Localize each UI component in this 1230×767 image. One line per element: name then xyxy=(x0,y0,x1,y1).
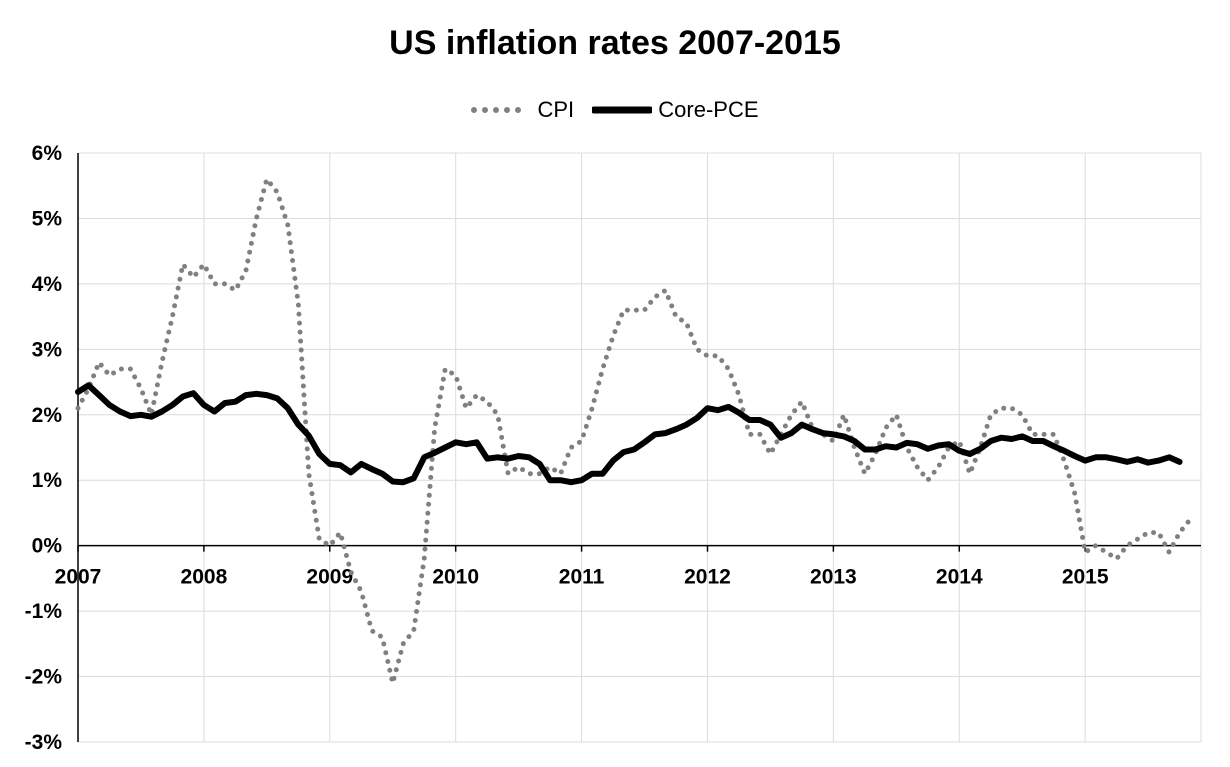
y-tick-label: 6% xyxy=(32,142,63,165)
legend-item-cpi: CPI xyxy=(471,97,574,123)
y-tick-label: -1% xyxy=(25,600,63,623)
legend: CPI Core-PCE xyxy=(0,94,1230,123)
legend-swatch-core-pce xyxy=(592,106,653,114)
y-tick-label: 0% xyxy=(32,535,63,558)
y-tick-label: 5% xyxy=(32,207,63,230)
x-tick-label: 2014 xyxy=(936,566,983,589)
x-tick-label: 2008 xyxy=(181,566,228,589)
y-tick-label: 1% xyxy=(32,469,63,492)
series-line-core-pce xyxy=(75,382,1183,486)
chart-title: US inflation rates 2007-2015 xyxy=(389,24,841,62)
y-tick-label: -2% xyxy=(25,666,63,689)
x-tick-label: 2009 xyxy=(306,566,353,589)
y-tick-label: 4% xyxy=(32,273,63,296)
y-tick-label: 2% xyxy=(32,404,63,427)
x-tick-label: 2011 xyxy=(559,566,605,589)
x-tick-label: 2012 xyxy=(684,566,731,589)
y-tick-label: -3% xyxy=(25,731,63,754)
x-tick-label: 2013 xyxy=(810,566,857,589)
legend-label-cpi: CPI xyxy=(537,97,575,122)
y-tick-label: 3% xyxy=(32,338,63,361)
legend-label-core-pce: Core-PCE xyxy=(658,97,759,122)
series-line-cpi xyxy=(75,176,1193,686)
legend-swatch-cpi xyxy=(471,107,532,113)
x-tick-label: 2015 xyxy=(1062,566,1109,589)
legend-item-core-pce: Core-PCE xyxy=(592,97,759,123)
x-tick-label: 2010 xyxy=(432,566,479,589)
